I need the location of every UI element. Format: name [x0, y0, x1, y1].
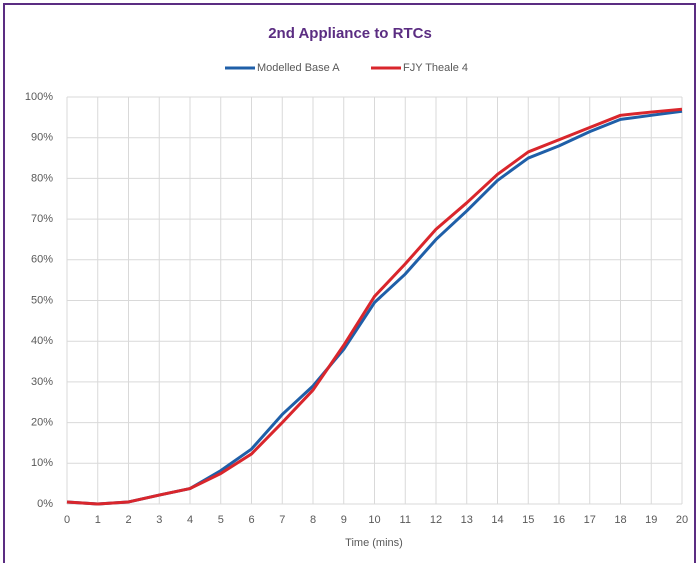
x-tick-label: 9	[341, 514, 347, 526]
x-tick-label: 16	[553, 514, 565, 526]
y-tick-label: 80%	[31, 172, 53, 184]
y-tick-label: 40%	[31, 335, 53, 347]
y-tick-label: 70%	[31, 213, 53, 225]
x-tick-label: 13	[461, 514, 473, 526]
x-tick-label: 15	[522, 514, 534, 526]
x-tick-label: 7	[279, 514, 285, 526]
y-tick-label: 50%	[31, 294, 53, 306]
frame	[3, 3, 696, 563]
x-tick-label: 10	[368, 514, 380, 526]
legend-label: FJY Theale 4	[403, 62, 468, 74]
x-tick-label: 8	[310, 514, 316, 526]
x-tick-label: 2	[125, 514, 131, 526]
x-tick-label: 18	[614, 514, 626, 526]
x-tick-label: 20	[676, 514, 688, 526]
y-tick-label: 0%	[37, 498, 53, 510]
y-tick-label: 20%	[31, 417, 53, 429]
x-tick-label: 12	[430, 514, 442, 526]
series-line	[66, 107, 683, 506]
x-axis-label: Time (mins)	[345, 537, 403, 549]
x-tick-label: 17	[584, 514, 596, 526]
x-tick-label: 3	[156, 514, 162, 526]
x-tick-label: 0	[64, 514, 70, 526]
x-tick-label: 1	[95, 514, 101, 526]
x-tick-label: 4	[187, 514, 193, 526]
chart-title: 2nd Appliance to RTCs	[268, 25, 432, 42]
x-tick-label: 19	[645, 514, 657, 526]
legend-label: Modelled Base A	[257, 62, 340, 74]
x-tick-label: 11	[400, 514, 411, 526]
y-tick-label: 90%	[31, 132, 53, 144]
x-tick-label: 6	[248, 514, 254, 526]
y-tick-label: 10%	[31, 457, 53, 469]
x-tick-label: 5	[218, 514, 224, 526]
y-tick-label: 60%	[31, 254, 53, 266]
x-tick-label: 14	[491, 514, 503, 526]
y-tick-label: 30%	[31, 376, 53, 388]
y-tick-label: 100%	[25, 91, 53, 103]
